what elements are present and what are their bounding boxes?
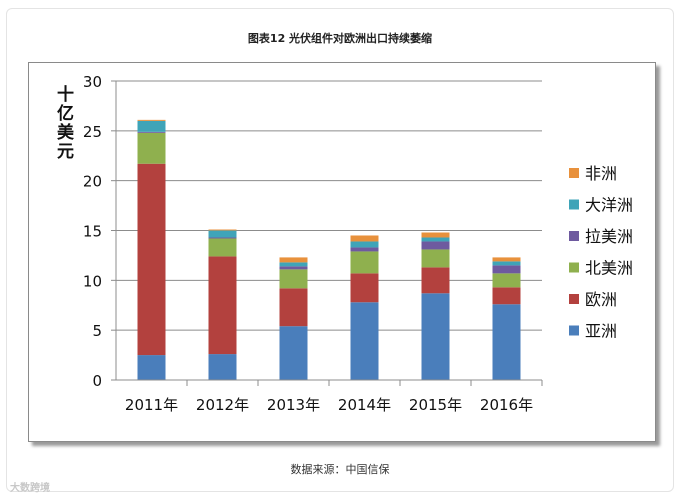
legend-label: 拉美洲 [585,227,633,246]
bar-segment [421,293,450,380]
bar-segment [208,354,237,380]
bar-segment [137,131,166,133]
x-tick-label: 2016年 [480,396,533,414]
bar-segment [279,269,308,289]
bar-segment [279,257,308,263]
bar-segment [208,238,237,257]
bar-segment [279,288,308,327]
legend-swatch [569,199,579,210]
bar-segment [350,273,379,303]
y-tick-label: 0 [92,372,102,390]
bar-segment [279,262,308,267]
bar-segment [350,251,379,274]
stacked-bar-chart: 0 5 10 15 20 25 30 2011年 2012年 2013年 2014年 2015年 201… [53,73,633,414]
legend-swatch [569,294,579,304]
bar-segment [137,163,166,356]
legend-swatch [569,325,579,336]
x-tick-label: 2012年 [196,396,249,414]
bar-segment [350,241,379,248]
x-tick-label: 2014年 [338,396,391,414]
bar-segment [137,355,166,380]
bar-segment [492,304,521,380]
legend-label: 北美洲 [585,259,633,278]
bar-segment [421,249,450,268]
y-tick-label: 5 [92,322,102,340]
legend-swatch [569,262,579,273]
bar-segment [421,267,450,294]
legend-swatch [569,168,579,178]
bar-segment [492,265,521,274]
bar-segment [492,261,521,266]
bar-segment [137,120,166,132]
legend-label: 非洲 [585,164,617,183]
bar-segment [350,235,379,242]
y-axis-label: 十亿美元 [53,84,74,161]
bars [137,119,521,380]
y-tick-label: 15 [83,223,102,241]
bar-segment [350,302,379,380]
y-tick-label: 25 [83,123,102,141]
bar-segment [208,230,237,238]
legend-label: 亚洲 [585,322,617,341]
x-tick-label: 2013年 [267,396,320,414]
legend-label: 大洋洲 [585,196,633,215]
watermark-logo: 大数跨境 [10,483,50,494]
figure-title: 图表12 光伏组件对欧洲出口持续萎缩 [247,32,433,45]
bar-segment [350,247,379,252]
bar-segment [492,273,521,288]
bar-segment [492,257,521,262]
bar-segment [492,287,521,305]
grid-lines [116,80,542,331]
legend-swatch [569,231,579,241]
bar-segment [208,256,237,355]
axes: 0 5 10 15 20 25 30 2011年 2012年 2013年 2014年 2015年 201… [83,73,543,414]
x-tick-label: 2011年 [125,396,178,414]
bar-segment [208,229,237,231]
bar-segment [137,132,166,164]
y-tick-label: 10 [83,272,102,290]
legend-label: 欧洲 [585,290,617,309]
bar-segment [421,241,450,250]
bar-segment [279,266,308,270]
bar-segment [208,237,237,239]
bar-segment [279,326,308,380]
chart-frame: 0 5 10 15 20 25 30 2011年 2012年 2013年 2014年 2015年 201… [28,62,656,442]
source-note: 数据来源：中国信保 [290,463,390,476]
bar-segment [421,232,450,238]
bar-segment [421,237,450,242]
y-tick-label: 20 [83,173,102,191]
bar-segment [137,119,166,121]
y-tick-label: 30 [83,73,102,91]
x-tick-label: 2015年 [409,396,462,414]
